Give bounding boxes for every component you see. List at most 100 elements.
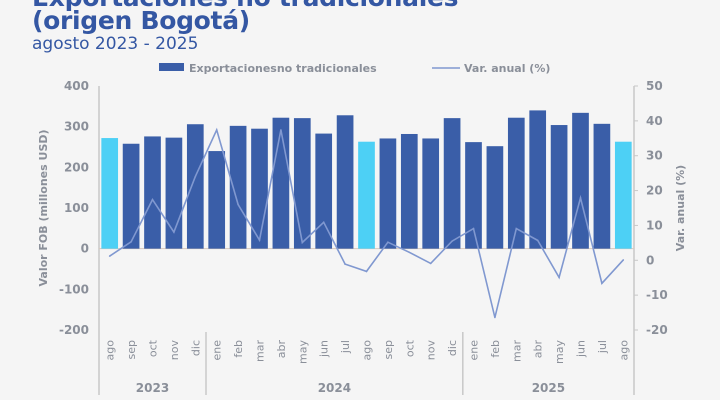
y-right-tick-label: 40 [646,114,663,128]
x-tick-label: feb [232,340,245,358]
line-point [472,227,475,230]
y-right-tick-label: 50 [646,79,663,93]
y-right-tick-label: 10 [646,218,663,232]
bar [293,118,311,249]
line-point [301,241,304,244]
bar [358,141,375,249]
bar [122,143,140,249]
bar [379,138,397,249]
legend-line-label: Var. anual (%) [464,62,550,75]
chart-title-line2: (origen Bogotá) [32,6,250,35]
line-point [194,175,197,178]
year-label: 2023 [136,381,169,395]
y-axis-label: Valor FOB (millones USD) [37,129,50,286]
bar [550,125,568,249]
line-point [558,276,560,279]
x-tick-label: sep [125,340,138,359]
bar [465,142,482,249]
x-tick-label: jul [339,340,352,354]
x-tick-label: mar [254,340,267,362]
line-point [408,251,411,254]
legend-bar-label: Exportacionesno tradicionales [189,62,377,75]
bars [101,110,632,249]
line-point [151,198,154,201]
line-point [173,231,175,233]
bar [400,133,418,249]
line-point [322,221,325,224]
bar [229,125,247,249]
bar [614,141,632,249]
line-point [622,259,625,261]
line-point [215,129,218,131]
x-tick-label: ene [468,340,481,361]
bar [529,110,547,249]
x-tick-label: abr [532,340,545,359]
tick-labels: 4003002001000-100-20050403020100-10-20ag… [59,79,668,395]
x-tick-label: ago [361,340,374,361]
x-tick-label: sep [382,340,395,359]
bar [443,118,461,249]
year-label: 2024 [318,381,351,395]
bar [101,138,119,249]
y-tick-label: 300 [64,120,89,134]
x-tick-label: may [296,340,309,364]
y-right-tick-label: 0 [646,253,654,267]
line-point [237,203,239,206]
y-tick-label: 200 [64,160,89,174]
x-tick-label: may [553,340,566,364]
y-axis-right-label: Var. anual (%) [674,165,687,251]
line-point [494,316,496,319]
x-tick-label: feb [489,340,502,358]
bar [272,117,290,249]
y-tick-label: 100 [64,201,89,215]
line-point [601,282,603,285]
x-tick-label: dic [189,340,202,356]
x-tick-label: dic [446,340,459,356]
x-tick-label: ago [104,340,117,361]
y-right-tick-label: -20 [646,323,668,337]
line-series [108,127,625,319]
x-tick-label: oct [403,339,416,357]
x-tick-label: nov [168,340,181,361]
bar [144,136,161,249]
bar [186,124,204,249]
bar [572,112,589,249]
bar [208,151,226,249]
x-tick-label: nov [425,340,438,361]
x-tick-label: ago [617,340,630,361]
x-tick-label: jul [596,340,609,354]
bar [422,138,440,249]
chart-subtitle: agosto 2023 - 2025 [32,34,199,54]
chart-title-line1: Exportaciones no tradicionales [32,0,459,12]
line-point [451,240,453,242]
line-point [515,227,518,230]
year-label: 2025 [532,381,565,395]
legend-bar-swatch [159,63,184,71]
x-tick-label: ene [211,340,224,361]
x-tick-label: jun [318,340,331,358]
line-point [387,241,389,243]
bar [315,133,333,249]
line-point [579,197,582,199]
y-right-tick-label: -10 [646,288,668,302]
y-tick-label: 0 [81,242,89,256]
y-tick-label: -100 [59,282,89,296]
x-tick-label: abr [275,340,288,359]
bar [593,123,611,249]
y-tick-label: -200 [59,323,89,337]
bar [507,117,525,249]
bar [486,146,504,249]
line-point [258,239,261,241]
bar [336,115,354,249]
y-tick-label: 400 [64,79,89,93]
line-point [108,255,111,257]
line-point [365,270,368,273]
line-point [429,262,432,265]
line-point [344,263,346,265]
legend: Exportacionesno tradicionales Var. anual… [159,62,550,75]
x-tick-label: mar [510,340,523,362]
y-right-tick-label: 30 [646,149,663,163]
y-right-tick-label: 20 [646,184,663,198]
line-point [536,239,539,242]
